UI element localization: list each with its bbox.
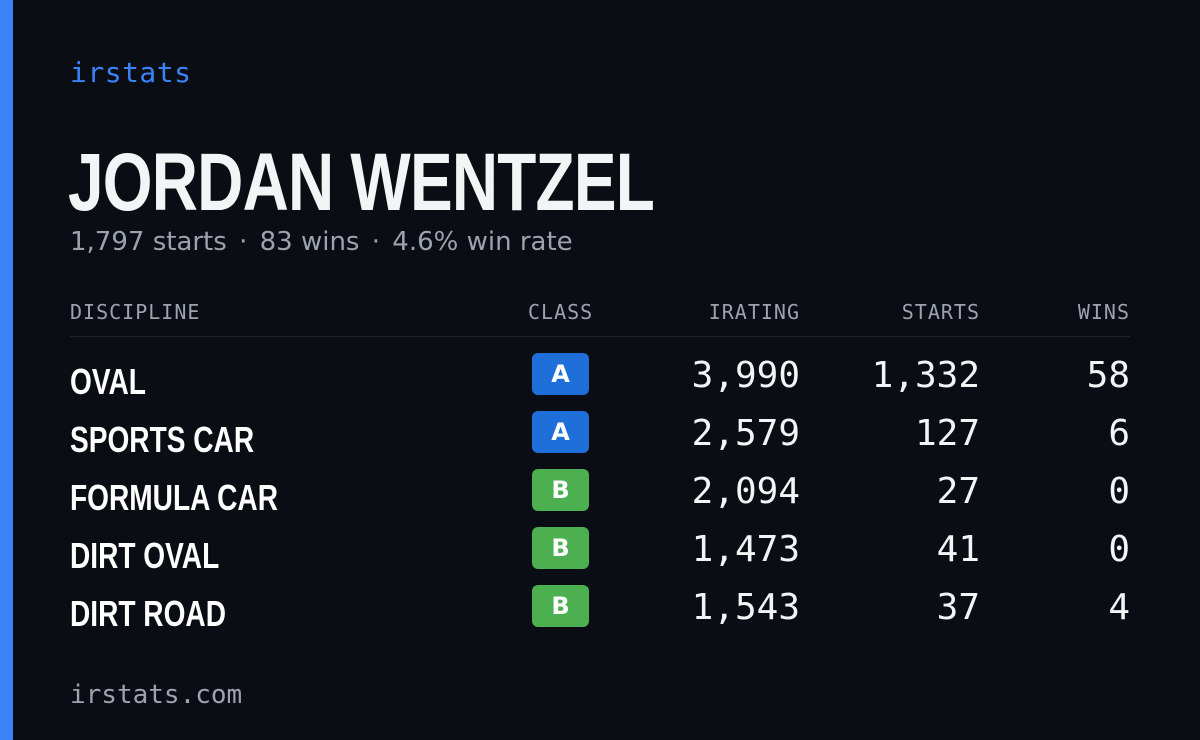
summary-separator: · <box>239 227 248 257</box>
win-rate-summary: 4.6% win rate <box>392 227 573 257</box>
wins-value: 0 <box>1108 529 1130 570</box>
wins-value: 58 <box>1086 355 1130 396</box>
irating-value: 1,473 <box>691 529 800 570</box>
table-header: DISCIPLINE CLASS IRATING STARTS WINS <box>70 296 1130 337</box>
table-row: FORMULA CAR B 2,094 27 0 <box>70 469 1130 527</box>
accent-bar <box>0 0 13 740</box>
class-badge: B <box>532 585 589 627</box>
header-wins: WINS <box>1077 300 1130 324</box>
wins-value: 0 <box>1108 471 1130 512</box>
header-starts: STARTS <box>901 300 980 324</box>
starts-summary: 1,797 starts <box>70 227 227 257</box>
discipline-name: SPORTS CAR <box>70 419 255 460</box>
starts-value: 127 <box>914 413 980 454</box>
starts-value: 1,332 <box>871 355 980 396</box>
table-body: OVAL A 3,990 1,332 58 SPORTS CAR A 2,579… <box>70 353 1130 643</box>
discipline-name: DIRT OVAL <box>70 535 220 576</box>
irating-value: 2,094 <box>691 471 800 512</box>
table-row: DIRT OVAL B 1,473 41 0 <box>70 527 1130 585</box>
starts-value: 41 <box>936 529 980 570</box>
starts-value: 27 <box>936 471 980 512</box>
irating-value: 3,990 <box>691 355 800 396</box>
class-badge: B <box>532 469 589 511</box>
irating-value: 1,543 <box>691 587 800 628</box>
table-row: OVAL A 3,990 1,332 58 <box>70 353 1130 411</box>
header-discipline: DISCIPLINE <box>70 300 201 324</box>
discipline-name: OVAL <box>70 361 146 402</box>
discipline-table: DISCIPLINE CLASS IRATING STARTS WINS OVA… <box>70 296 1130 643</box>
discipline-name: FORMULA CAR <box>70 477 278 518</box>
driver-name: JORDAN WENTZEL <box>68 137 655 228</box>
discipline-name: DIRT ROAD <box>70 593 226 634</box>
header-irating: IRATING <box>708 300 800 324</box>
footer-url: irstats.com <box>70 680 243 710</box>
driver-summary: 1,797 starts · 83 wins · 4.6% win rate <box>70 227 573 257</box>
irating-value: 2,579 <box>691 413 800 454</box>
class-badge: A <box>532 411 589 453</box>
class-badge: A <box>532 353 589 395</box>
table-row: DIRT ROAD B 1,543 37 4 <box>70 585 1130 643</box>
wins-value: 4 <box>1108 587 1130 628</box>
table-row: SPORTS CAR A 2,579 127 6 <box>70 411 1130 469</box>
summary-separator: · <box>371 227 381 257</box>
class-badge: B <box>532 527 589 569</box>
starts-value: 37 <box>936 587 980 628</box>
brand-label: irstats <box>70 56 192 89</box>
wins-summary: 83 wins <box>259 227 360 257</box>
header-class: CLASS <box>528 300 594 324</box>
wins-value: 6 <box>1108 413 1130 454</box>
